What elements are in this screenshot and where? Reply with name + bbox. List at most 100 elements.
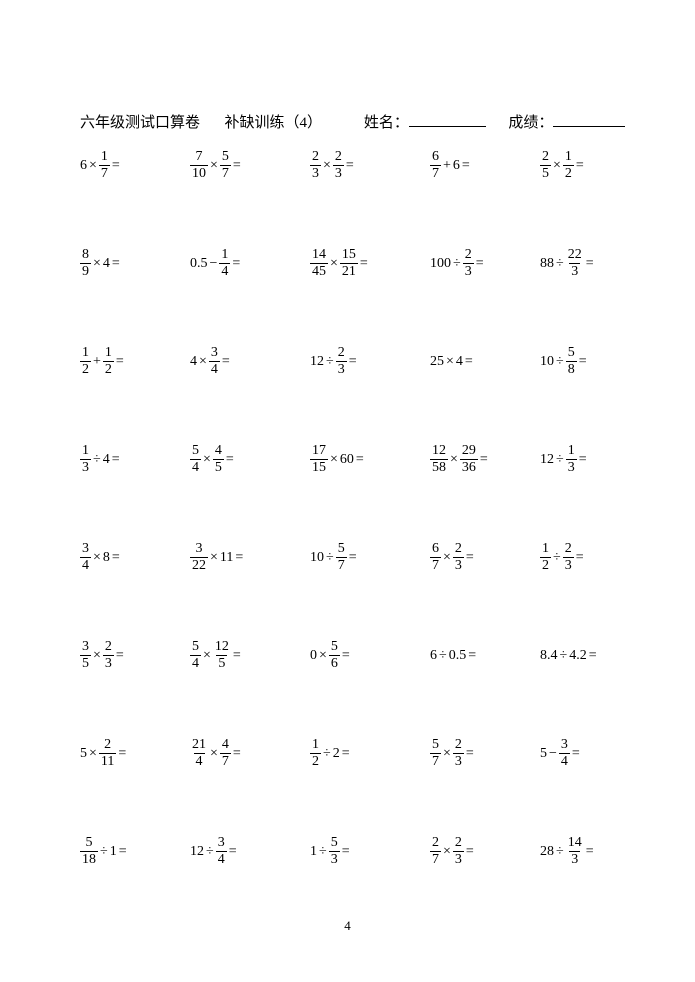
fraction: 54 (190, 444, 201, 475)
number: 88 (540, 256, 554, 272)
number: 28 (540, 844, 554, 860)
problem-cell: 1715×60= (310, 440, 430, 480)
problem-cell: 4×34= (190, 342, 310, 382)
operator: = (464, 844, 476, 860)
number: 10 (310, 550, 324, 566)
fraction: 23 (310, 150, 321, 181)
fraction: 23 (336, 346, 347, 377)
fraction: 23 (453, 542, 464, 573)
fraction: 53 (329, 836, 340, 867)
operator: × (551, 158, 563, 174)
fraction: 12 (80, 346, 91, 377)
problem-cell: 89×4= (80, 244, 190, 284)
problem-cell: 13÷4= (80, 440, 190, 480)
number: 12 (540, 452, 554, 468)
fraction: 223 (566, 248, 584, 279)
number: 5 (540, 746, 547, 762)
fraction: 1258 (430, 444, 448, 475)
number: 6 (453, 158, 460, 174)
fraction: 58 (566, 346, 577, 377)
fraction: 27 (430, 836, 441, 867)
problem-cell: 23×23= (310, 146, 430, 186)
problem-cell: 6÷0.5= (430, 636, 540, 676)
operator: ÷ (317, 844, 329, 860)
fraction: 12 (540, 542, 551, 573)
problem-cell: 35×23= (80, 636, 190, 676)
operator: ÷ (551, 550, 563, 566)
fraction: 710 (190, 150, 208, 181)
operator: × (201, 648, 213, 664)
operator: ÷ (554, 844, 566, 860)
problem-cell: 88÷223= (540, 244, 630, 284)
number: 4 (456, 354, 463, 370)
problem-cell: 0.5−14= (190, 244, 310, 284)
operator: = (577, 354, 589, 370)
number: 12 (310, 354, 324, 370)
fraction: 45 (213, 444, 224, 475)
operator: × (208, 746, 220, 762)
operator: = (464, 550, 476, 566)
fraction: 518 (80, 836, 98, 867)
problem-cell: 5×211= (80, 734, 190, 774)
operator: × (328, 452, 340, 468)
number: 25 (430, 354, 444, 370)
fraction: 2936 (460, 444, 478, 475)
number: 6 (80, 158, 87, 174)
operator: = (227, 844, 239, 860)
operator: = (587, 648, 599, 664)
fraction: 89 (80, 248, 91, 279)
problems-grid: 6×17=710×57=23×23=67+6=25×12=89×4=0.5−14… (80, 146, 625, 872)
operator: × (87, 158, 99, 174)
operator: = (110, 256, 122, 272)
problem-cell: 8.4÷4.2= (540, 636, 630, 676)
fraction: 23 (453, 836, 464, 867)
fraction: 23 (333, 150, 344, 181)
problem-cell: 57×23= (430, 734, 540, 774)
problem-cell: 518÷1= (80, 832, 190, 872)
number: 0.5 (190, 256, 208, 272)
number: 10 (540, 354, 554, 370)
fraction: 23 (453, 738, 464, 769)
operator: = (340, 844, 352, 860)
operator: = (577, 452, 589, 468)
operator: = (570, 746, 582, 762)
operator: × (321, 158, 333, 174)
problem-cell: 6×17= (80, 146, 190, 186)
number: 6 (430, 648, 437, 664)
fraction: 34 (216, 836, 227, 867)
page-number: 4 (0, 918, 695, 934)
fraction: 23 (463, 248, 474, 279)
fraction: 57 (336, 542, 347, 573)
fraction: 211 (99, 738, 116, 769)
operator: × (328, 256, 340, 272)
number: 4 (103, 452, 110, 468)
fraction: 25 (540, 150, 551, 181)
fraction: 34 (209, 346, 220, 377)
operator: = (340, 746, 352, 762)
operator: = (478, 452, 490, 468)
operator: × (444, 354, 456, 370)
number: 2 (333, 746, 340, 762)
fraction: 214 (190, 738, 208, 769)
problem-cell: 1445×1521= (310, 244, 430, 284)
operator: = (233, 550, 245, 566)
operator: ÷ (554, 256, 566, 272)
fraction: 35 (80, 640, 91, 671)
problem-cell: 12÷13= (540, 440, 630, 480)
operator: × (208, 550, 220, 566)
problem-cell: 322×11= (190, 538, 310, 578)
problem-cell: 12÷23= (310, 342, 430, 382)
operator: ÷ (91, 452, 103, 468)
problem-cell: 10÷58= (540, 342, 630, 382)
operator: × (201, 452, 213, 468)
operator: = (231, 746, 243, 762)
operator: = (358, 256, 370, 272)
problem-cell: 0×56= (310, 636, 430, 676)
operator: ÷ (554, 354, 566, 370)
operator: = (574, 550, 586, 566)
fraction: 23 (103, 640, 114, 671)
fraction: 54 (190, 640, 201, 671)
number: 4 (190, 354, 197, 370)
operator: = (116, 746, 128, 762)
fraction: 34 (80, 542, 91, 573)
